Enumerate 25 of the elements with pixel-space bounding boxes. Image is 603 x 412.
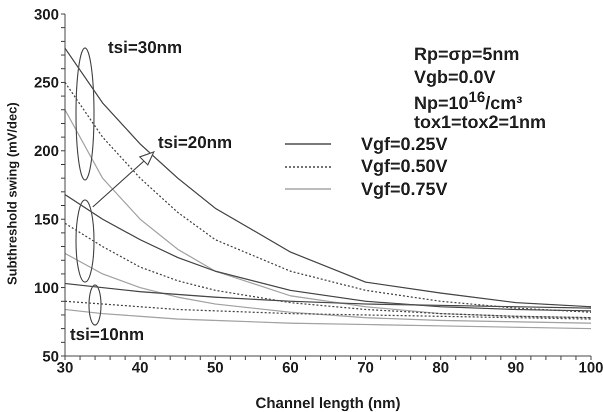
x-tick-label: 70 [357,360,374,377]
x-tick-label: 90 [508,360,524,377]
y-tick-label: 300 [34,6,59,24]
y-tick-label: 250 [34,74,59,92]
y-tick-label: 100 [34,280,59,297]
x-tick-label: 40 [132,360,148,377]
x-tick-label: 30 [56,360,74,377]
annotation: Rp=σp=5nm [414,44,520,65]
annotation: Vgb=0.0V [414,67,496,88]
annotation: Np=10$^{16}$/cm³ [414,89,522,114]
legend-label: Vgf=0.75V [361,178,448,200]
x-tick-label: 100 [578,360,603,377]
x-axis-title: Channel length (nm) [256,395,400,412]
legend-label: Vgf=0.50V [361,156,448,178]
annotation: tsi=10nm [70,325,144,345]
x-tick-label: 80 [432,360,450,377]
annotation: tsi=30nm [108,38,182,58]
annotation: tsi=20nm [158,133,232,153]
y-tick-label: 200 [34,143,59,160]
x-tick-label: 50 [206,360,224,377]
annotation: tox1=tox2=1nm [414,112,546,133]
y-axis-title: Subthreshold swing (mV/dec) [4,102,20,285]
legend-label: Vgf=0.25V [361,134,448,155]
x-tick-label: 60 [282,360,299,377]
y-tick-label: 150 [34,212,59,229]
